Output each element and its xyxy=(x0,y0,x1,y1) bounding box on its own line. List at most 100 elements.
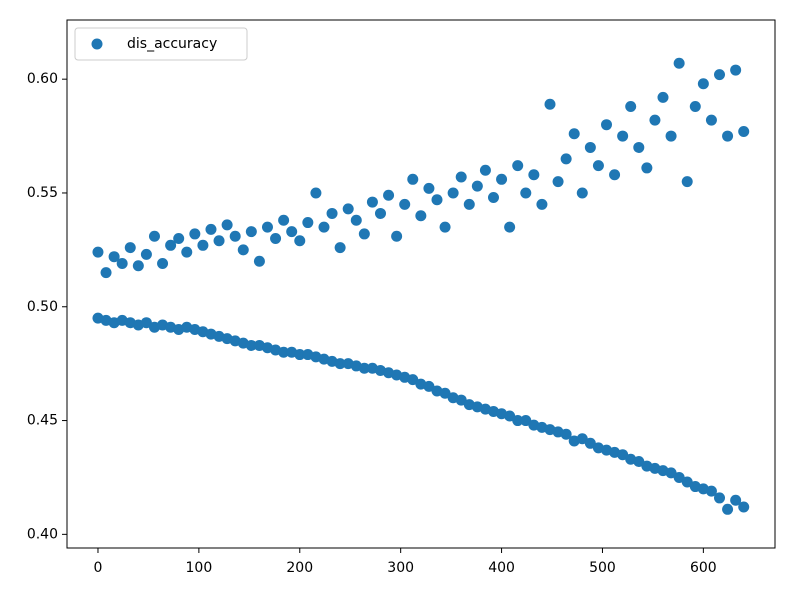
scatter-point xyxy=(157,258,169,270)
scatter-point xyxy=(601,119,613,131)
scatter-point xyxy=(423,182,435,194)
scatter-point xyxy=(334,358,346,370)
scatter-point xyxy=(504,221,516,233)
scatter-point xyxy=(245,226,257,238)
x-tick-label: 500 xyxy=(589,560,616,576)
scatter-point xyxy=(697,78,709,90)
scatter-point xyxy=(665,467,677,479)
legend-marker xyxy=(91,38,103,50)
scatter-point xyxy=(512,160,524,172)
x-tick-label: 0 xyxy=(94,560,103,576)
scatter-point xyxy=(730,494,742,506)
scatter-point xyxy=(245,339,257,351)
scatter-point xyxy=(649,114,661,126)
scatter-point xyxy=(415,210,427,222)
scatter-point xyxy=(318,221,330,233)
scatter-point xyxy=(722,130,734,142)
scatter-point xyxy=(286,226,298,238)
scatter-point xyxy=(455,394,467,406)
scatter-point xyxy=(116,258,128,270)
scatter-point xyxy=(181,246,193,258)
scatter-point xyxy=(633,141,645,153)
y-tick-label: 0.50 xyxy=(27,299,58,315)
scatter-point xyxy=(714,69,726,81)
x-tick-label: 300 xyxy=(387,560,414,576)
scatter-point xyxy=(132,260,144,272)
scatter-point xyxy=(665,130,677,142)
scatter-point xyxy=(455,171,467,183)
scatter-point xyxy=(431,194,443,206)
scatter-point xyxy=(560,153,572,165)
scatter-point xyxy=(423,380,435,392)
scatter-point xyxy=(197,239,209,251)
scatter-point xyxy=(584,437,596,449)
plot-frame xyxy=(66,19,776,549)
scatter-point xyxy=(189,228,201,240)
scatter-point xyxy=(560,428,572,440)
scatter-point xyxy=(439,221,451,233)
scatter-point xyxy=(140,248,152,260)
scatter-point xyxy=(689,100,701,112)
scatter-point xyxy=(479,164,491,176)
scatter-point xyxy=(278,346,290,358)
scatter-point xyxy=(278,214,290,226)
scatter-point xyxy=(592,160,604,172)
scatter-point xyxy=(237,244,249,256)
scatter-point xyxy=(229,230,241,242)
scatter-point xyxy=(294,235,306,247)
y-tick-label: 0.55 xyxy=(27,185,58,201)
scatter-point xyxy=(657,91,669,103)
scatter-point xyxy=(342,203,354,215)
scatter-point xyxy=(334,242,346,254)
scatter-point xyxy=(552,176,564,188)
scatter-point xyxy=(673,57,685,69)
scatter-point xyxy=(487,192,499,204)
scatter-point xyxy=(730,64,742,76)
scatter-point xyxy=(633,456,645,468)
scatter-point xyxy=(528,169,540,181)
scatter-point xyxy=(407,374,419,386)
scatter-point xyxy=(270,232,282,244)
scatter-point xyxy=(617,130,629,142)
scatter-point xyxy=(213,235,225,247)
x-tick-label: 600 xyxy=(690,560,717,576)
scatter-point xyxy=(310,187,322,199)
scatter-point xyxy=(140,317,152,329)
scatter-point xyxy=(447,187,459,199)
scatter-point xyxy=(681,176,693,188)
legend-label: dis_accuracy xyxy=(127,36,217,52)
scatter-point xyxy=(205,223,217,235)
scatter-point xyxy=(391,230,403,242)
scatter-point xyxy=(576,433,588,445)
legend-box xyxy=(74,27,248,61)
scatter-point xyxy=(350,214,362,226)
scatter-point xyxy=(568,128,580,140)
scatter-point xyxy=(496,173,508,185)
scatter-point xyxy=(520,415,532,427)
scatter-point xyxy=(221,219,233,231)
scatter-point xyxy=(148,230,160,242)
scatter-point xyxy=(681,476,693,488)
scatter-point xyxy=(439,387,451,399)
scatter-point xyxy=(504,410,516,422)
x-tick-label: 400 xyxy=(488,560,515,576)
scatter-point xyxy=(576,187,588,199)
y-tick-label: 0.60 xyxy=(27,71,58,87)
scatter-point xyxy=(512,415,524,427)
scatter-point xyxy=(358,228,370,240)
scatter-point xyxy=(383,189,395,201)
scatter-point xyxy=(673,471,685,483)
scatter-point xyxy=(294,349,306,361)
scatter-point xyxy=(173,232,185,244)
scatter-point xyxy=(366,196,378,208)
scatter-point xyxy=(253,255,265,267)
y-tick-label: 0.45 xyxy=(27,413,58,429)
scatter-point xyxy=(261,221,273,233)
scatter-point xyxy=(738,501,750,513)
scatter-point xyxy=(705,114,717,126)
scatter-point xyxy=(536,198,548,210)
scatter-point xyxy=(520,187,532,199)
scatter-point xyxy=(407,173,419,185)
scatter-point xyxy=(463,198,475,210)
